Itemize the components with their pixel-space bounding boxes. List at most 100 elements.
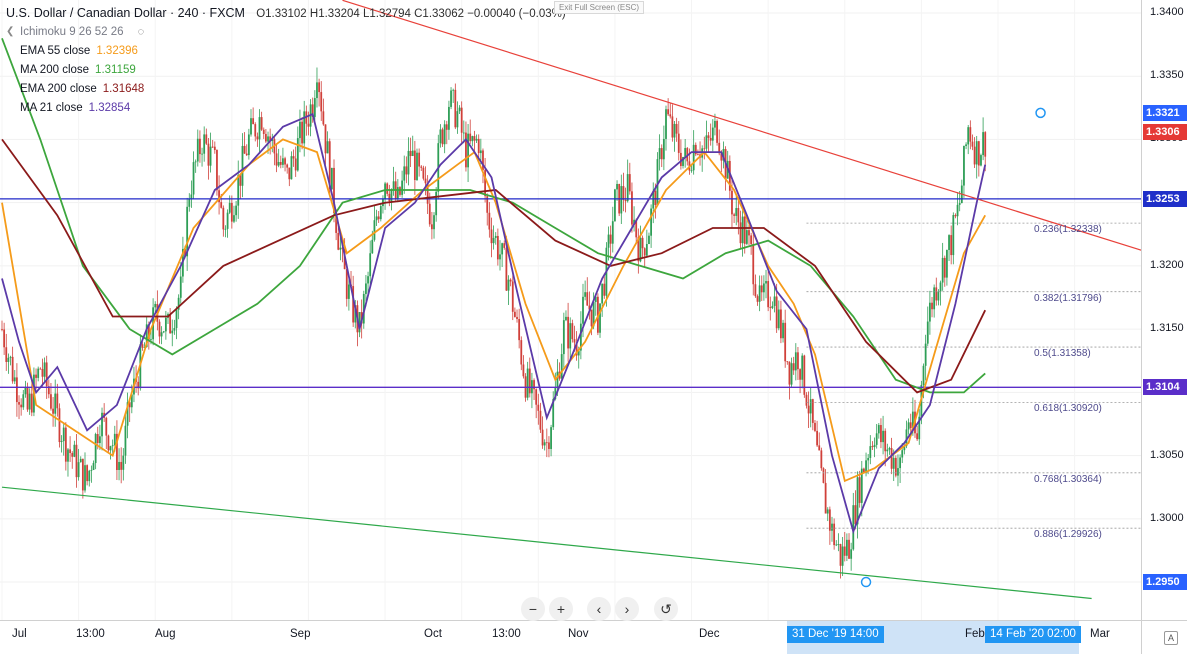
candle-body (196, 138, 199, 162)
candle-body (454, 89, 457, 128)
candle-body (797, 352, 799, 370)
candle-body (767, 281, 770, 308)
candle-body (714, 120, 716, 128)
candle-body (565, 316, 567, 321)
auto-scale-corner[interactable]: A (1141, 620, 1187, 654)
candle-body (935, 287, 938, 301)
candle-body (420, 166, 423, 168)
candle-body (748, 230, 750, 236)
zoom-in-button[interactable]: + (549, 597, 573, 621)
candle-body (462, 132, 465, 134)
candle-body (301, 121, 303, 144)
candle-body (54, 393, 57, 414)
candle-body (250, 118, 252, 135)
price-chart[interactable] (0, 0, 1141, 620)
candle-body (254, 124, 257, 137)
candle-body (552, 399, 555, 428)
candle-body (73, 444, 76, 457)
candle-body (218, 190, 220, 203)
time-tick: Mar (1090, 628, 1110, 640)
indicator-value: 1.32854 (88, 101, 131, 114)
candle-body (658, 148, 661, 160)
candle-body (411, 150, 414, 156)
candle-body (473, 136, 476, 141)
candle-body (750, 235, 753, 244)
indicator-ichimoku[interactable]: ❮ Ichimoku 9 26 52 26 ◌ (6, 22, 566, 41)
candle-body (956, 204, 959, 217)
candle-body (633, 219, 635, 225)
candle-body (264, 133, 267, 142)
candle-body (505, 247, 508, 291)
zoom-out-button[interactable]: − (521, 597, 545, 621)
candle-body (386, 183, 389, 194)
time-tick: Aug (155, 628, 176, 640)
candle-body (728, 160, 731, 191)
ma-series-line (1, 138, 986, 483)
candle-body (435, 191, 438, 216)
reset-chart-button[interactable]: ↺ (654, 597, 678, 621)
candle-body (43, 362, 46, 377)
candle-body (916, 433, 919, 440)
candle-body (424, 178, 427, 184)
candle-body (963, 145, 965, 186)
candle-body (567, 316, 570, 349)
candle-body (465, 132, 467, 168)
candle-body (792, 363, 795, 371)
chevron-icon[interactable]: ❮ (6, 26, 15, 37)
candle-body (313, 98, 316, 117)
candle-body (946, 249, 948, 278)
candle-body (586, 292, 589, 306)
price-tag: 1.3321 (1143, 104, 1187, 121)
scroll-right-button[interactable]: › (615, 597, 639, 621)
chart-area[interactable] (0, 0, 1141, 620)
candle-body (835, 544, 838, 546)
hide-icon[interactable]: ◌ (137, 25, 145, 38)
candle-body (752, 243, 755, 285)
time-tick: Nov (568, 628, 589, 640)
price-axis[interactable]: 1.34001.33501.33001.32501.32001.31501.31… (1141, 0, 1187, 620)
candle-body (422, 167, 425, 179)
candle-body (754, 284, 757, 297)
auto-scale-button[interactable]: A (1164, 631, 1178, 645)
candle-body (739, 222, 742, 244)
candle-body (107, 435, 110, 451)
candle-body (545, 442, 548, 444)
price-tick: 1.3350 (1150, 69, 1184, 82)
indicator-ma200[interactable]: MA 200 close 1.31159 (6, 60, 566, 79)
candle-body (971, 141, 974, 147)
candle-body (428, 203, 431, 225)
anchor-marker (860, 576, 872, 588)
candle-body (426, 183, 429, 204)
candle-body (120, 461, 123, 470)
candle-body (537, 404, 540, 411)
candle-body (799, 369, 801, 380)
candle-body (594, 296, 597, 303)
price-tick: 1.3000 (1150, 511, 1184, 524)
time-axis[interactable]: Jul 13:00 Aug Sep Oct 13:00 Nov Dec Feb Mar 31 Dec… (0, 620, 1141, 654)
candle-body (609, 234, 612, 244)
candle-body (194, 161, 197, 163)
candle-body (371, 239, 374, 254)
indicator-ma21[interactable]: MA 21 close 1.32854 (6, 98, 566, 117)
candle-body (784, 322, 787, 362)
exit-fullscreen-button[interactable]: Exit Full Screen (ESC) (554, 1, 645, 14)
indicator-ema200[interactable]: EMA 200 close 1.31648 (6, 79, 566, 98)
candle-body (26, 387, 29, 410)
candle-body (333, 167, 335, 214)
indicator-ema55[interactable]: EMA 55 close 1.32396 (6, 41, 566, 60)
candle-body (786, 361, 789, 363)
candle-body (177, 297, 180, 310)
candle-body (620, 186, 623, 214)
candle-body (141, 344, 144, 348)
candle-body (673, 123, 676, 138)
candle-body (86, 465, 89, 482)
candle-body (11, 356, 14, 382)
candle-body (328, 141, 331, 190)
candle-body (216, 149, 218, 191)
candle-body (71, 453, 74, 457)
candle-body (628, 174, 631, 192)
candle-body (790, 363, 793, 385)
scroll-left-button[interactable]: ‹ (587, 597, 611, 621)
candle-body (116, 433, 118, 470)
candle-body (660, 148, 663, 160)
